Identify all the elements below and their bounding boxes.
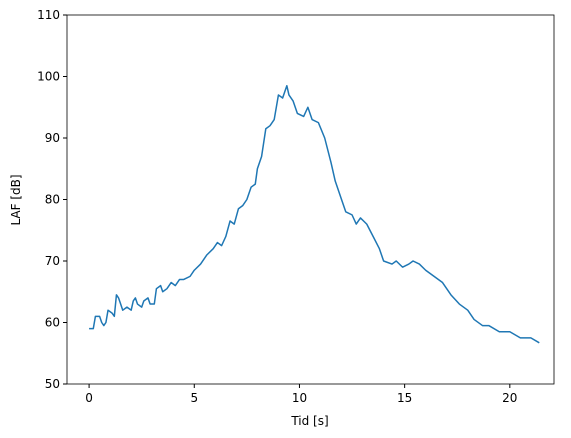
- y-tick-label: 80: [45, 193, 60, 207]
- y-tick-label: 70: [45, 254, 60, 268]
- y-tick-label: 50: [45, 377, 60, 391]
- x-tick-label: 15: [397, 391, 412, 405]
- y-tick-label: 60: [45, 316, 60, 330]
- x-axis-label: Tid [s]: [290, 414, 328, 428]
- x-tick-label: 10: [292, 391, 307, 405]
- x-tick-label: 5: [190, 391, 198, 405]
- x-tick-label: 0: [85, 391, 93, 405]
- y-tick-label: 90: [45, 131, 60, 145]
- y-tick-label: 110: [37, 8, 60, 22]
- y-tick-label: 100: [37, 70, 60, 84]
- line-series: [89, 84, 540, 344]
- plot-frame: [66, 14, 555, 385]
- y-axis-label: LAF [dB]: [9, 174, 23, 225]
- x-tick-label: 20: [502, 391, 517, 405]
